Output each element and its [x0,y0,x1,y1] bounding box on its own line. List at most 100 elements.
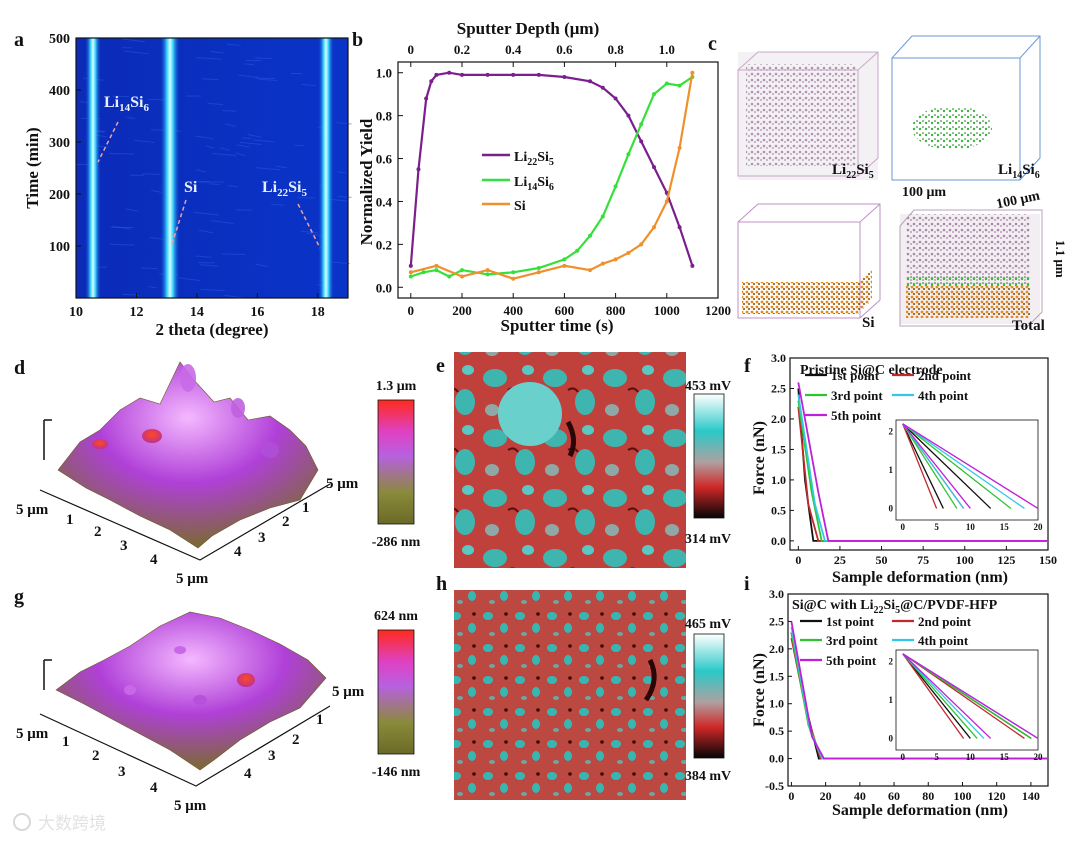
panel-b-toptick-label: 0.2 [454,42,470,57]
heatmap-noise-streak [126,116,136,120]
force-ytick-label: 0.5 [769,724,784,738]
force-xtick-label: 0 [788,789,794,803]
series-point-li22si5 [639,139,644,144]
series-point-li22si5 [613,96,618,101]
heatmap-noise-streak [196,169,207,173]
cube-total-green [906,276,1030,288]
panel-b-series [408,70,695,281]
series-point-si [639,242,644,247]
panel-b-top-xlabel: Sputter Depth (μm) [457,19,599,38]
inset-ytick-label: 0 [889,503,894,513]
heatmap-noise-streak [209,183,220,186]
series-point-si [434,263,439,268]
series-point-li14si6 [536,265,541,270]
panel-a-ticks: 10 12 14 16 18 100 200 300 400 500 [49,32,325,320]
afm-peak-d4 [231,398,245,418]
heatmap-background [76,38,348,298]
colorbar-e-min: 314 mV [685,532,731,547]
cube-label-total: Total [1012,318,1045,334]
panel-b-toptick-label: 1.0 [659,42,675,57]
series-point-si [677,145,682,150]
watermark: 大数跨境 [13,813,106,834]
heatmap-noise-streak [121,38,145,43]
watermark-icon [13,813,31,831]
kpfm-map-e [454,352,686,568]
afm-surface-g [55,611,327,771]
series-point-si [652,225,656,230]
series-point-li14si6 [613,184,618,189]
panel-b-legend: Li22Si5 Li14Si6 Si [482,150,554,214]
cube-label-si: Si [862,315,875,331]
panel-h: 465 mV 384 mV [454,590,731,800]
heatmap-noise-streak [141,173,161,175]
cube-si-cloud [742,270,872,314]
inset-xtick-label: 20 [1034,522,1044,532]
inset-ytick-label: 2 [889,427,894,437]
colorbar-h-min: 384 mV [685,769,731,784]
inset-curve-4 [902,423,1025,509]
panel-b-toptick-label: 0.8 [607,42,624,57]
panel-g-axis-2: 2 [92,748,100,764]
series-point-si [536,270,541,275]
panel-i: Si@C with Li22Si5@C/PVDF-HFP Sample defo… [751,587,1049,819]
heatmap-noise-streak [337,195,352,198]
panel-b-xtick-label: 400 [503,303,523,318]
panel-d-axisr-3: 3 [258,530,266,546]
series-point-si [690,70,695,75]
heatmap-noise-streak [244,63,255,66]
force-ytick-label: 2.0 [769,642,784,656]
legend-point-5: 5th point [826,653,877,668]
legend-point-2: 2nd point [918,614,972,629]
force-ytick-label: -0.5 [765,779,784,793]
panel-letter-i: i [744,573,750,595]
legend-point-4: 4th point [918,633,969,648]
panel-g-axisr-4: 4 [244,766,252,782]
colorbar-h-max: 465 mV [685,617,731,632]
annotation-li14si6: Li14Si6 [97,94,149,163]
heatmap-line-si [160,38,180,298]
legend-point-1: 1st point [831,368,880,383]
colorbar-d-min: -286 nm [372,535,421,550]
series-point-li22si5 [536,72,541,77]
series-point-li22si5 [424,96,429,101]
panel-i-inset-content: 0 5 10 15 20 0 1 2 [889,653,1043,762]
legend-li22si5: Li22Si5 [514,150,554,168]
force-ytick-label: 1.5 [771,442,786,456]
series-point-li22si5 [511,72,516,77]
series-point-li22si5 [626,113,631,118]
cube-total-edges [899,209,1043,327]
series-point-li22si5 [485,72,490,77]
inset-xtick-label: 15 [1000,752,1010,762]
panel-d: 5 μm 1 2 3 4 5 μm 5 μm 1 2 3 4 1.3 μm -2… [16,361,421,587]
cube-li22si5-edges [737,51,879,177]
heatmap-noise-streak [258,78,277,82]
legend-point-1: 1st point [826,614,875,629]
heatmap-noise-streak [294,144,304,147]
panel-d-axisr-2: 2 [282,514,290,530]
panel-d-axisr-1: 1 [302,500,310,516]
force-xtick-label: 20 [820,789,832,803]
panel-g-axis-3: 3 [118,764,126,780]
afm-peak-d3 [180,364,196,392]
force-xtick-label: 125 [997,553,1015,567]
panel-b-ytick-label: 0.0 [376,280,392,295]
series-point-si [511,276,516,281]
kpfm-dark-edge-h [643,658,657,702]
inset-xtick-label: 5 [934,752,939,762]
force-xtick-label: 100 [953,789,971,803]
inset-curve-5 [902,423,1039,510]
panel-a-ylabel: Time (min) [23,127,42,208]
force-ytick-label: 2.5 [769,614,784,628]
afm-peak-d5 [261,442,279,458]
inset-ytick-label: 1 [889,695,894,705]
series-point-li14si6 [447,274,452,279]
panel-g-axis-4: 4 [150,780,158,796]
heatmap-noise-streak [201,78,219,81]
annotation-li14si6-text: Li14Si6 [104,94,149,114]
panel-letter-h: h [436,573,447,595]
colorbar-g [377,629,415,755]
series-point-li22si5 [460,72,464,77]
panel-g-axisr-0: 5 μm [332,684,365,700]
force-ytick-label: 3.0 [771,351,786,365]
